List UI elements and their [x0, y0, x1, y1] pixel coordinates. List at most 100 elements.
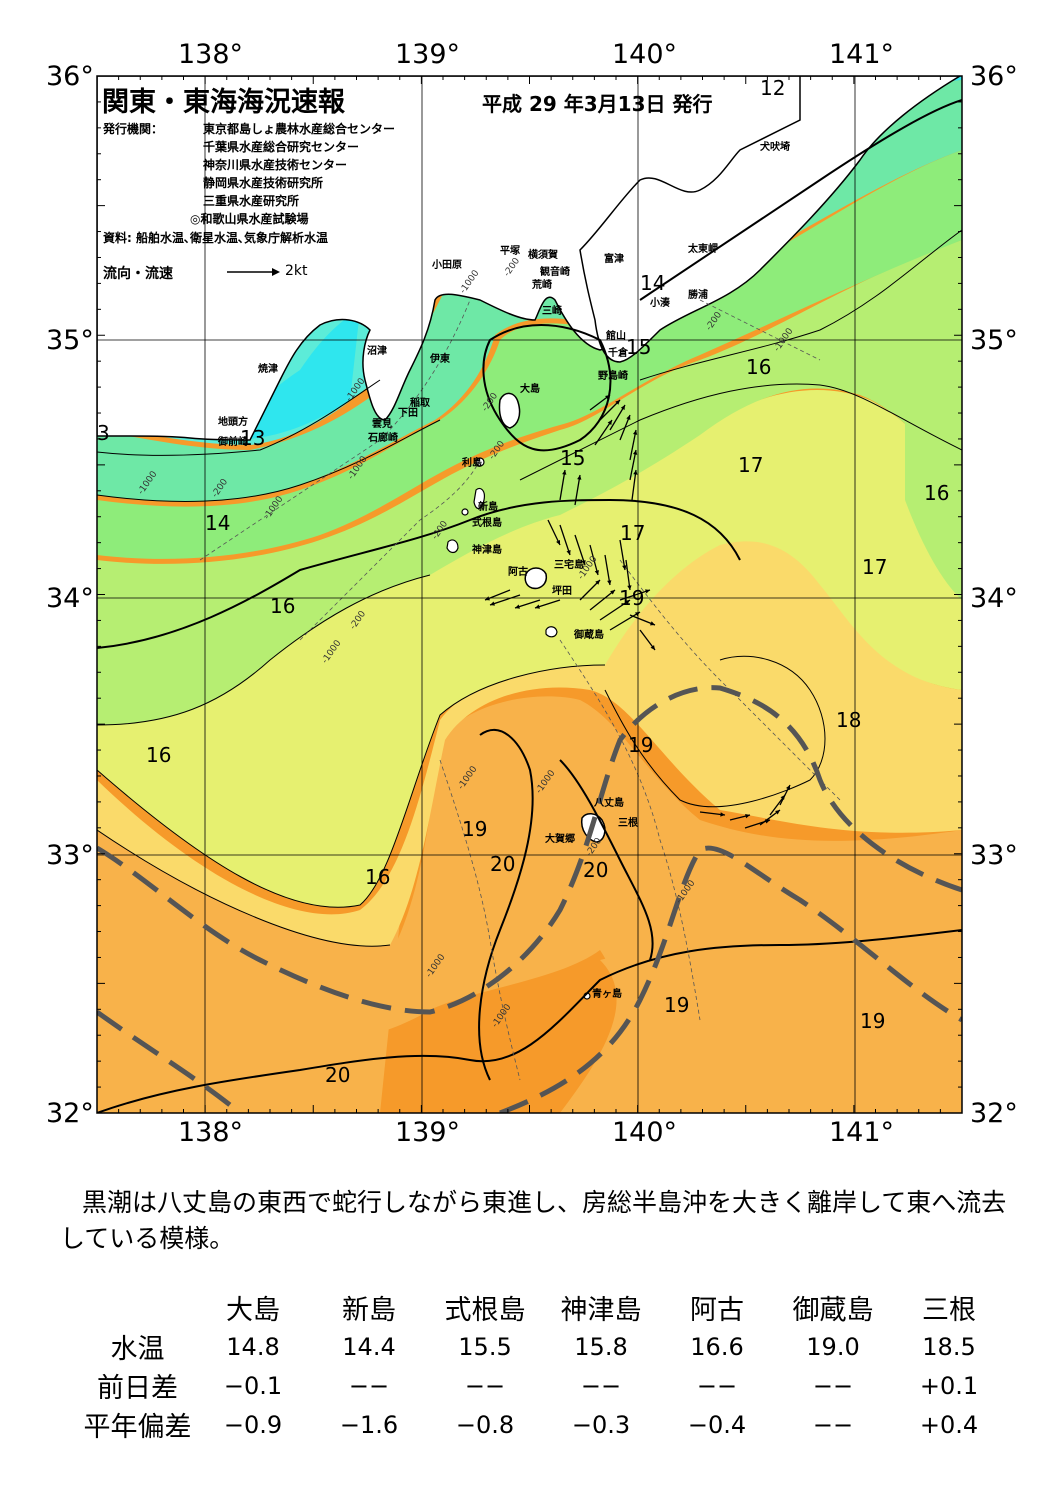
- isotherm-label: 16: [746, 355, 771, 379]
- place-label: 八丈島: [593, 796, 624, 809]
- current-arrow: [599, 399, 621, 421]
- place-label: 小湊: [649, 296, 671, 309]
- zone-18: [97, 536, 962, 947]
- place-label: 三根: [618, 816, 638, 829]
- zone-19b: [560, 860, 962, 1113]
- lon-tick-139-top: 139°: [395, 39, 461, 70]
- table-cell: 19.0: [806, 1332, 860, 1361]
- place-label: 荒崎: [531, 278, 552, 291]
- station-shikinejima: 式根島: [444, 1295, 526, 1326]
- table-cell: −1.6: [339, 1410, 399, 1439]
- current-arrow: [631, 469, 638, 501]
- lat-tick-33-left: 33°: [46, 840, 94, 871]
- graticule: [97, 76, 962, 1113]
- publisher-org-1: 東京都島しょ農林水産総合センター: [203, 122, 396, 136]
- place-label: 御前崎: [217, 435, 248, 448]
- table-cell: −0.9: [223, 1410, 283, 1439]
- table-cell: −−: [348, 1371, 390, 1400]
- place-label: 利島: [462, 456, 482, 469]
- place-label: 新島: [478, 500, 498, 513]
- zone-17: [97, 390, 962, 908]
- legend-speed: 2kt: [285, 263, 308, 279]
- corner-cell: [80, 1288, 195, 1327]
- station-mitsune: 三根: [922, 1295, 976, 1326]
- table-cell: −−: [580, 1371, 622, 1400]
- table-cell: 14.8: [226, 1332, 280, 1361]
- island-toshima: [475, 457, 485, 467]
- current-arrow: [625, 559, 632, 591]
- place-label: 勝浦: [688, 288, 708, 301]
- isotherm-label: 16: [365, 865, 390, 889]
- station-ako: 阿古: [690, 1295, 744, 1326]
- zone-15: [97, 150, 962, 559]
- legend-label: 流向・流速: [103, 266, 173, 282]
- place-label: 野島崎: [598, 369, 628, 382]
- place-label: 沼津: [367, 344, 387, 357]
- isotherm-label: 16: [270, 594, 295, 618]
- current-arrow: [589, 589, 616, 611]
- isotherm-label: 17: [738, 453, 763, 477]
- current-arrow: [699, 811, 726, 817]
- isotherm-label: 16: [146, 743, 171, 767]
- current-arrow: [619, 539, 627, 571]
- island-niijima: [473, 487, 485, 510]
- place-label: 石廊崎: [367, 431, 398, 444]
- data-source: 資料: 船舶水温､衛星水温､気象庁解析水温: [103, 231, 328, 245]
- island-shikine: [461, 508, 469, 516]
- place-label: 横須賀: [528, 248, 558, 261]
- current-arrow: [489, 594, 521, 606]
- island-kozu: [446, 539, 459, 554]
- issue-date: 平成 29 年3月13日 発行: [482, 92, 713, 116]
- current-arrow: [589, 394, 611, 411]
- place-label: 坪田: [552, 584, 572, 597]
- lon-tick-139-bottom: 139°: [395, 1117, 461, 1148]
- current-arrow: [609, 611, 641, 631]
- isotherm-label: 19: [628, 733, 653, 757]
- isotherm-label: 14: [205, 511, 230, 535]
- lon-tick-141-top: 141°: [829, 39, 895, 70]
- isotherm-label: 18: [836, 708, 861, 732]
- tick-marks: [96, 75, 963, 1114]
- isotherm-label: 12: [760, 76, 785, 100]
- current-arrow: [594, 419, 613, 446]
- table-row: 前日差 −0.1 −− −− −− −− −− +0.1: [80, 1366, 1007, 1405]
- place-label: 館山: [605, 329, 626, 342]
- lon-tick-140-top: 140°: [612, 39, 678, 70]
- station-mikurajima: 御蔵島: [792, 1295, 874, 1326]
- current-arrow: [559, 469, 567, 501]
- lon-tick-141-bottom: 141°: [829, 1117, 895, 1148]
- isotherm-label: 20: [325, 1063, 350, 1087]
- place-label: 神津島: [472, 543, 502, 556]
- current-arrow: [579, 579, 601, 601]
- current-arrow: [574, 534, 586, 566]
- current-arrow: [604, 554, 612, 586]
- isotherm-label: 17: [620, 521, 645, 545]
- table-cell: 15.8: [574, 1332, 628, 1361]
- current-arrow: [589, 544, 599, 576]
- table-cell: −−: [812, 1371, 854, 1400]
- island-miyake: [524, 567, 548, 590]
- lon-tick-138-bottom: 138°: [178, 1117, 244, 1148]
- place-label: 富津: [604, 252, 624, 265]
- table-cell: 14.4: [342, 1332, 396, 1361]
- table-cell: −−: [696, 1371, 738, 1400]
- current-arrow: [609, 404, 626, 431]
- current-arrow: [729, 813, 751, 821]
- current-arrow: [619, 414, 631, 441]
- current-arrow: [779, 784, 791, 806]
- current-arrow: [629, 429, 638, 461]
- row-label-daily-change: 前日差: [97, 1373, 178, 1404]
- legend-arrow: [227, 268, 280, 276]
- isotherm-label: 15: [626, 335, 651, 359]
- table-row: 水温 14.8 14.4 15.5 15.8 16.6 19.0 18.5: [80, 1327, 1007, 1366]
- lat-tick-34-right: 34°: [970, 583, 1018, 614]
- station-niijima: 新島: [342, 1295, 396, 1326]
- row-label-water-temp: 水温: [110, 1334, 165, 1365]
- lat-tick-36-left: 36°: [46, 61, 94, 92]
- isotherm-label: 15: [560, 446, 585, 470]
- station-kozushima: 神津島: [560, 1295, 642, 1326]
- table-cell: 16.6: [690, 1332, 744, 1361]
- table-cell: −0.3: [571, 1410, 631, 1439]
- place-label: 観音崎: [540, 265, 570, 278]
